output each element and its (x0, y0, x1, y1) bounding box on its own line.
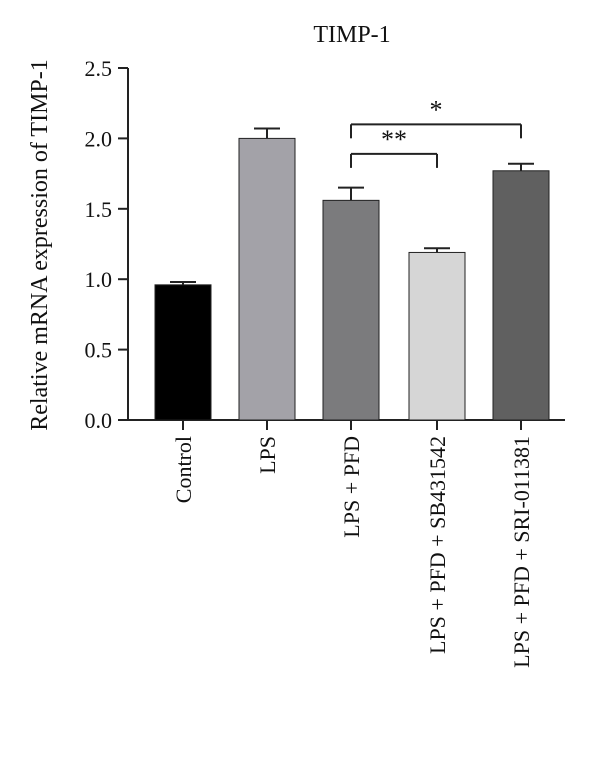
chart-title: TIMP-1 (313, 22, 390, 48)
y-axis-title: Relative mRNA expression of TIMP-1 (27, 59, 53, 431)
x-tick-label: LPS (255, 436, 280, 474)
bar (154, 284, 212, 421)
significance-label: * (430, 95, 443, 124)
x-tick-label: Control (171, 436, 196, 503)
y-tick-label: 1.0 (85, 267, 113, 292)
x-tick-label: LPS + PFD (339, 436, 364, 538)
y-tick-label: 0.5 (85, 338, 113, 363)
y-tick-label: 2.0 (85, 126, 113, 151)
y-tick-label: 2.5 (85, 56, 113, 81)
x-tick-label: LPS + PFD + SRI-011381 (509, 436, 534, 668)
bar (492, 170, 550, 421)
bar (238, 137, 296, 421)
x-tick-label: LPS + PFD + SB431542 (425, 436, 450, 654)
significance-label: ** (381, 125, 407, 154)
bar (408, 251, 466, 421)
y-tick-label: 1.5 (85, 197, 113, 222)
bar (322, 199, 380, 421)
y-tick-label: 0.0 (85, 408, 113, 433)
plot-area: 0.0 0.5 1.0 1.5 2.0 2.5 Control LPS LPS + PFD LPS… (85, 56, 565, 668)
